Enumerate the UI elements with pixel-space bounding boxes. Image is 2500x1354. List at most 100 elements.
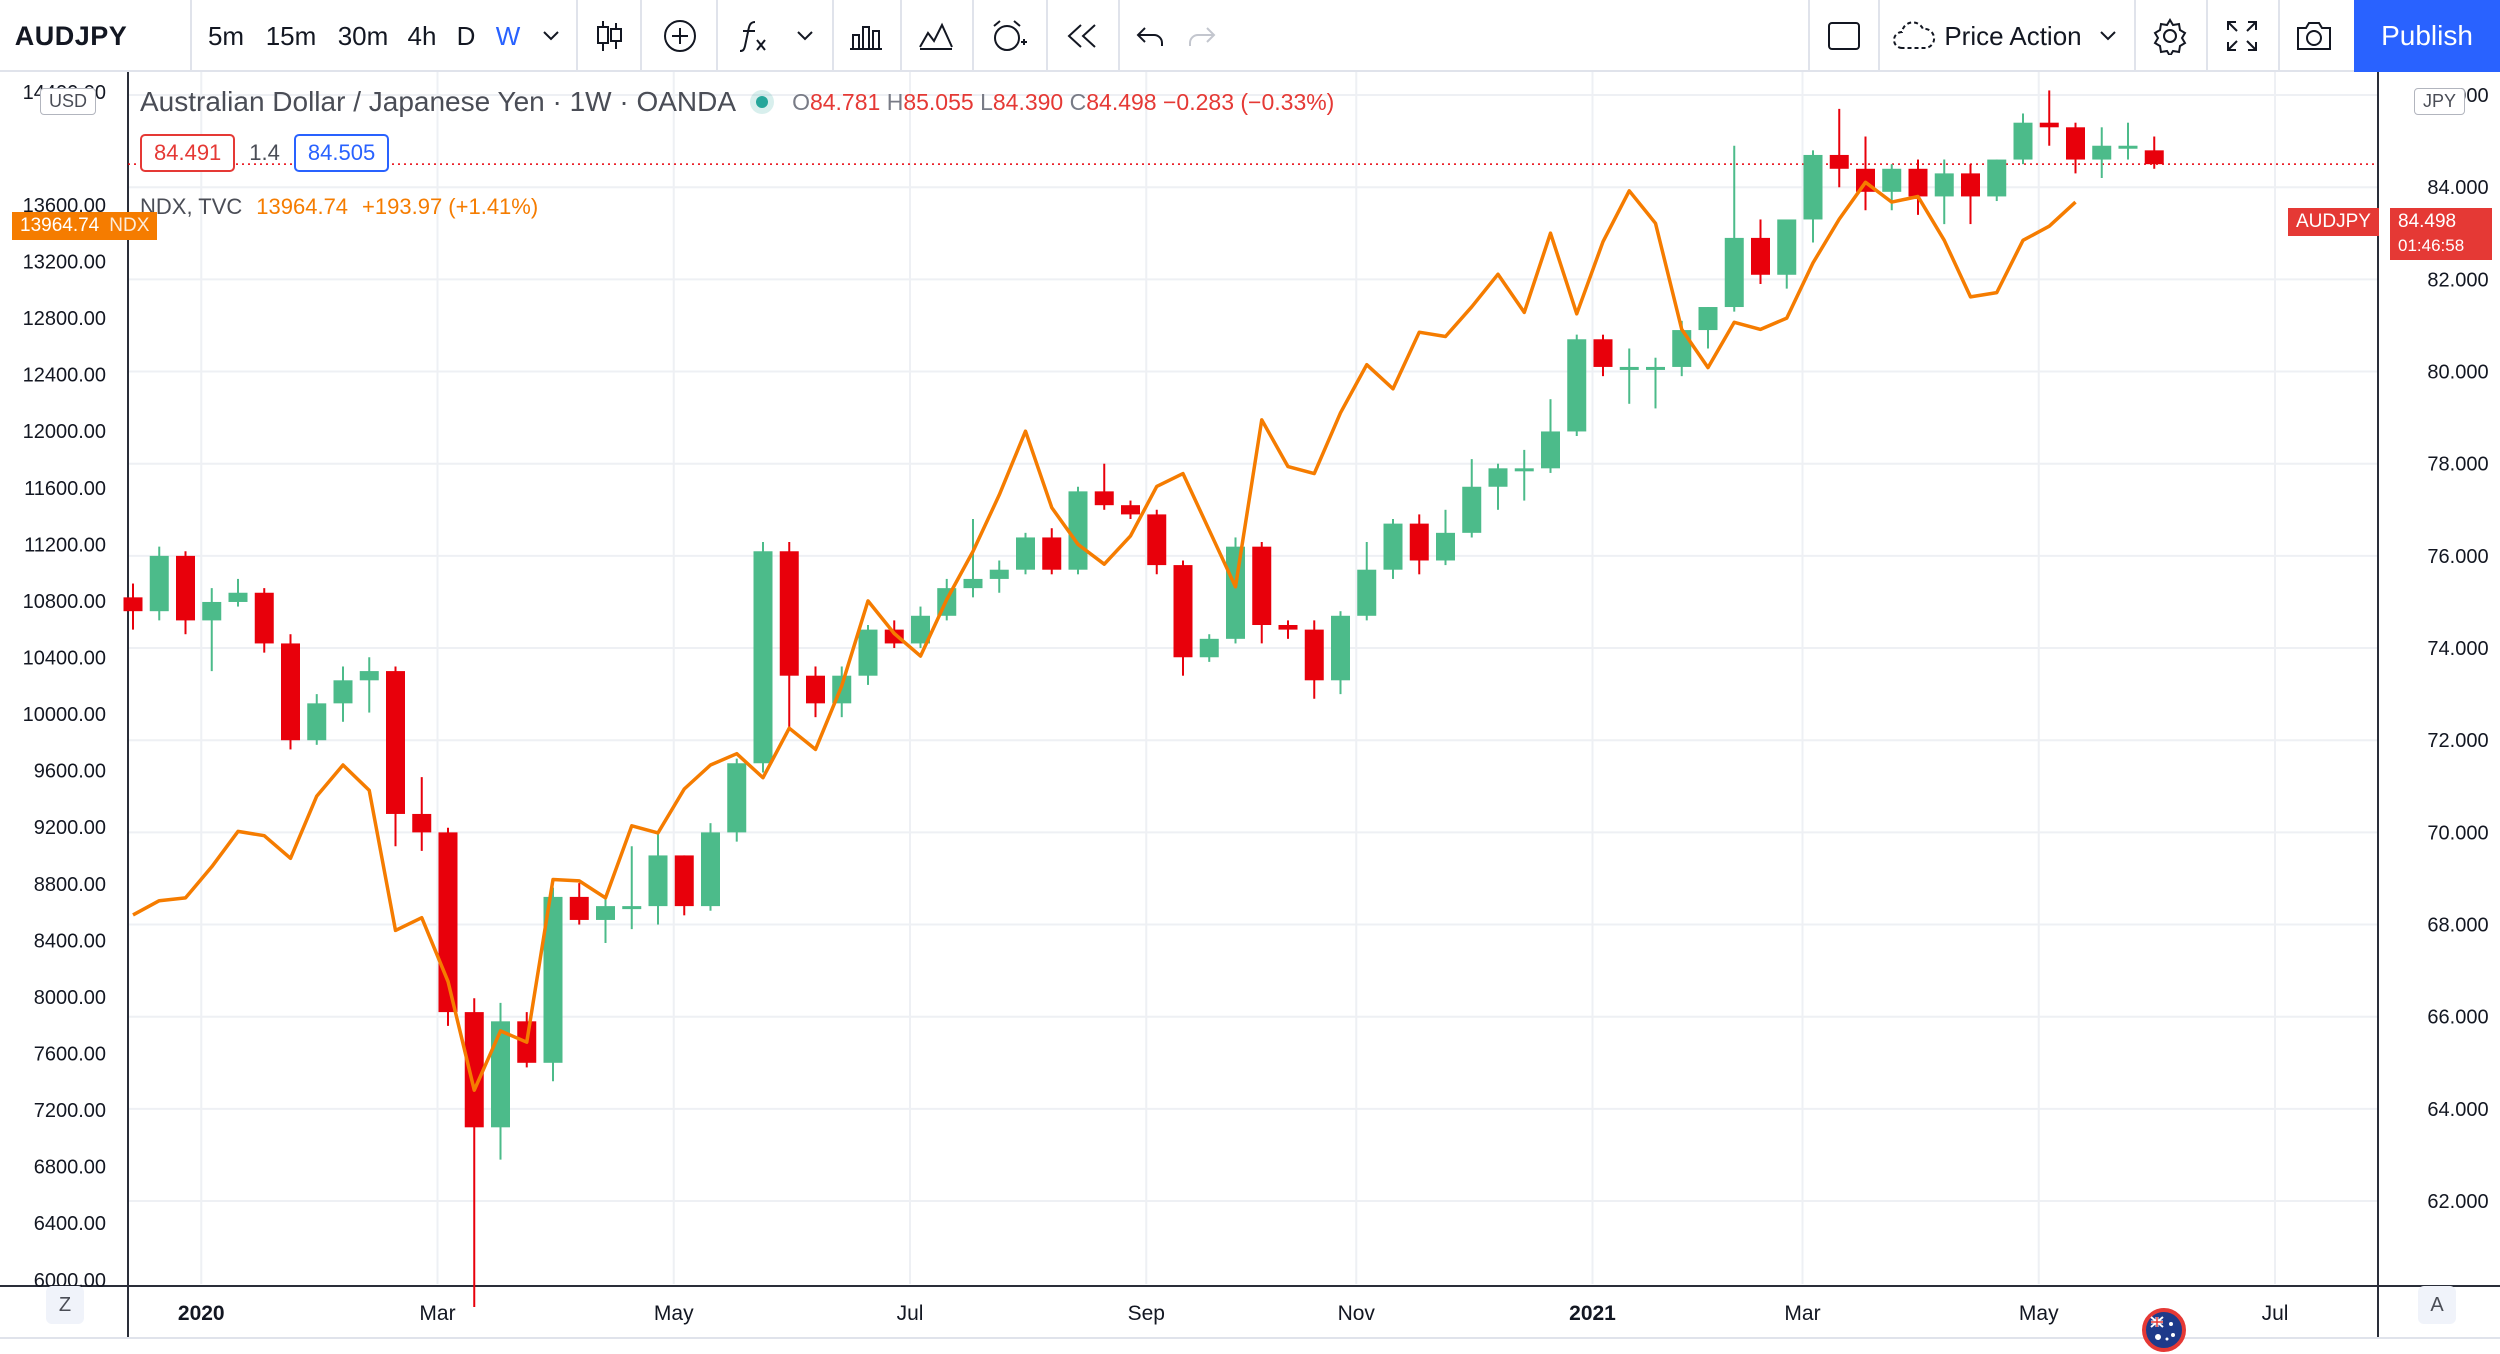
candle [1777, 219, 1797, 289]
candle-body [1987, 159, 2007, 197]
candle [1856, 136, 1875, 211]
zoom-button[interactable]: Z [46, 1286, 84, 1324]
candle [2144, 136, 2164, 169]
ohlc-values: O84.781 H85.055 L84.390 C84.498 −0.283 (… [792, 89, 1334, 116]
candle [176, 551, 195, 635]
right-tick-label: 66.000 [2427, 1007, 2488, 1029]
grid-lines [128, 72, 2378, 1284]
layout-icon[interactable] [1818, 0, 1870, 72]
candle-body [1016, 537, 1035, 570]
right-tick-label: 70.000 [2427, 822, 2488, 844]
cloud-icon[interactable] [1890, 0, 1938, 72]
left-tick-label: 10000.00 [23, 704, 106, 726]
candle-body [1934, 173, 1954, 197]
candle-body [1173, 565, 1193, 658]
financials-icon[interactable] [842, 0, 890, 72]
candle [1173, 560, 1193, 676]
candle [674, 855, 694, 916]
interval-w-button[interactable]: W [495, 20, 521, 51]
candle-body [1042, 537, 1062, 570]
main-legend: Australian Dollar / Japanese Yen · 1W · … [140, 86, 1334, 118]
candle-body [359, 671, 379, 681]
right-tick-label: 78.000 [2427, 454, 2488, 476]
chart-title[interactable]: Australian Dollar / Japanese Yen · 1W · … [140, 86, 737, 117]
candle [1331, 611, 1350, 695]
candle-body [1672, 330, 1692, 367]
overlay-change: +193.97 (+1.41%) [362, 194, 539, 219]
candle-body [1908, 168, 1928, 197]
candle-body [1094, 491, 1114, 506]
candle [333, 666, 353, 722]
market-open-icon [756, 96, 769, 108]
chevron-down-icon[interactable] [2092, 0, 2124, 72]
fullscreen-icon[interactable] [2216, 0, 2268, 72]
candle [911, 606, 930, 649]
chevron-down-icon[interactable] [790, 0, 820, 72]
candle-body [2092, 145, 2112, 160]
chart-area[interactable]: 86.00084.00082.00080.00078.00076.00074.0… [0, 72, 2500, 1354]
right-tick-label: 82.000 [2427, 269, 2488, 291]
candle-body [1619, 366, 1639, 370]
candle-body [2066, 127, 2085, 160]
toolbar-divider [2206, 0, 2208, 72]
right-scale-unit[interactable]: JPY [2414, 88, 2466, 115]
left-scale-unit[interactable]: USD [40, 88, 97, 115]
candle-body [1488, 468, 1508, 487]
chevron-down-icon[interactable] [536, 0, 566, 72]
interval-4h-button[interactable]: 4h [407, 20, 437, 51]
interval-5m-button[interactable]: 5m [207, 20, 245, 51]
top-toolbar: AUDJPY 5m 15m 30m 4h D W [0, 0, 2500, 72]
chart-canvas[interactable]: 86.00084.00082.00080.00078.00076.00074.0… [0, 72, 2500, 1354]
candle [412, 777, 432, 851]
interval-d-button[interactable]: D [456, 20, 476, 51]
right-tick-label: 76.000 [2427, 546, 2488, 568]
candle-body [1357, 569, 1377, 616]
candle-body [1409, 523, 1429, 561]
right-tick-label: 62.000 [2427, 1191, 2488, 1213]
candle-body [1751, 237, 1770, 275]
candle [963, 519, 983, 598]
interval-30m-button[interactable]: 30m [337, 20, 389, 51]
change-value: −0.283 (−0.33%) [1163, 88, 1335, 115]
toolbar-divider [716, 0, 718, 72]
ideas-icon[interactable] [912, 0, 960, 72]
buy-button[interactable]: 84.505 [293, 134, 390, 172]
candle-body [254, 592, 274, 644]
candle [1121, 500, 1140, 520]
add-compare-icon[interactable] [656, 0, 704, 72]
candle [1646, 357, 1665, 409]
candle [1226, 537, 1245, 644]
candle-body [307, 703, 327, 741]
candle-body [1226, 546, 1245, 639]
candle-body [491, 1021, 510, 1128]
overlay-value: 13964.74 [256, 194, 349, 219]
candle [832, 666, 852, 718]
candle-body [281, 643, 300, 741]
interval-15m-button[interactable]: 15m [265, 20, 317, 51]
candle-body [1252, 546, 1272, 626]
auto-scale-button[interactable]: A [2418, 1286, 2456, 1324]
close-value: 84.498 [1086, 88, 1157, 115]
candle-body [1777, 219, 1797, 275]
candle [989, 560, 1009, 593]
audjpy-symbol-tag: AUDJPY [2288, 208, 2379, 236]
undo-icon[interactable] [1128, 0, 1172, 72]
candle-body [911, 615, 930, 644]
publish-button[interactable]: Publish [2354, 0, 2500, 72]
alert-icon[interactable] [984, 0, 1034, 72]
candle [1436, 509, 1455, 566]
left-tick-label: 12400.00 [23, 365, 106, 387]
camera-icon[interactable] [2288, 0, 2340, 72]
redo-icon[interactable] [1180, 0, 1224, 72]
sell-button[interactable]: 84.491 [140, 134, 236, 172]
indicators-icon[interactable] [728, 0, 778, 72]
candle [569, 883, 589, 925]
candle-body [701, 832, 720, 907]
replay-icon[interactable] [1058, 0, 1106, 72]
australia-flag-icon[interactable] [2142, 1308, 2186, 1352]
candles-icon[interactable] [588, 0, 630, 72]
symbol-search-button[interactable]: AUDJPY [14, 20, 128, 51]
template-name[interactable]: Price Action [1944, 20, 2082, 51]
gear-icon[interactable] [2144, 0, 2196, 72]
candle [1094, 463, 1114, 510]
